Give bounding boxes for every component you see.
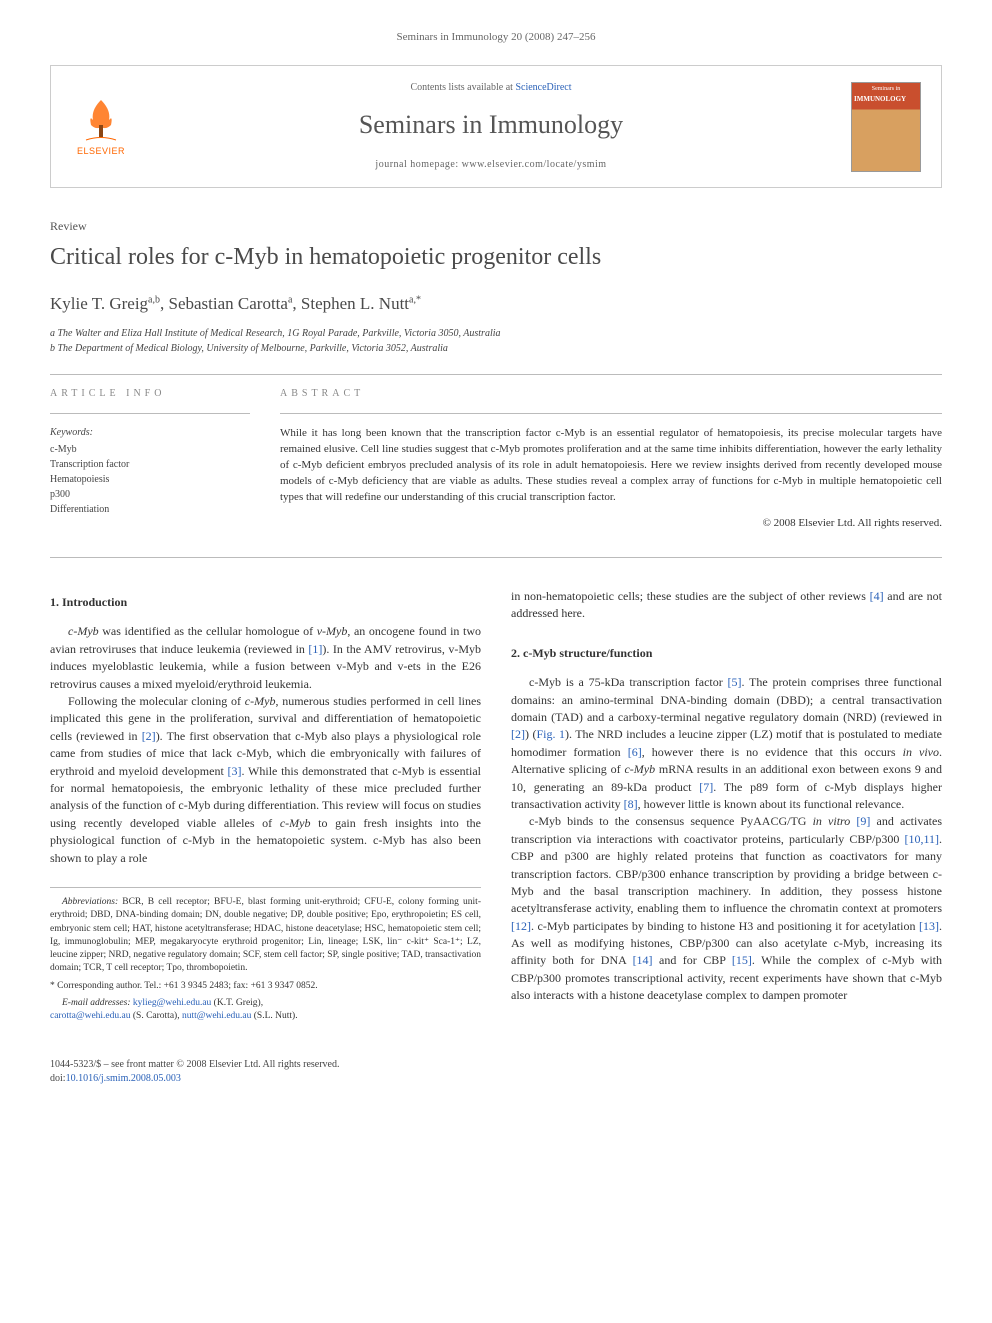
ref-link[interactable]: [7] bbox=[699, 780, 713, 794]
homepage-url[interactable]: www.elsevier.com/locate/ysmim bbox=[462, 159, 607, 170]
affiliation-b: b The Department of Medical Biology, Uni… bbox=[50, 341, 942, 356]
email-link[interactable]: kylieg@wehi.edu.au bbox=[133, 998, 211, 1008]
authors: Kylie T. Greiga,b, Sebastian Carottaa, S… bbox=[50, 292, 942, 316]
ref-link[interactable]: [13] bbox=[919, 919, 939, 933]
running-header: Seminars in Immunology 20 (2008) 247–256 bbox=[0, 0, 992, 55]
divider bbox=[50, 374, 942, 375]
elsevier-tree-icon bbox=[81, 95, 121, 145]
journal-title: Seminars in Immunology bbox=[131, 107, 851, 143]
ref-link[interactable]: [12] bbox=[511, 919, 531, 933]
paragraph: Following the molecular cloning of c-Myb… bbox=[50, 693, 481, 867]
ref-link[interactable]: [6] bbox=[628, 745, 642, 759]
email-link[interactable]: nutt@wehi.edu.au bbox=[182, 1011, 251, 1021]
affiliation-a: a The Walter and Eliza Hall Institute of… bbox=[50, 326, 942, 341]
page-footer: 1044-5323/$ – see front matter © 2008 El… bbox=[50, 1058, 942, 1086]
doi-link[interactable]: 10.1016/j.smim.2008.05.003 bbox=[66, 1073, 181, 1084]
journal-homepage: journal homepage: www.elsevier.com/locat… bbox=[131, 158, 851, 172]
article-title: Critical roles for c-Myb in hematopoieti… bbox=[50, 241, 942, 275]
journal-masthead: ELSEVIER Contents lists available at Sci… bbox=[50, 65, 942, 187]
keyword: Hematopoiesis bbox=[50, 472, 250, 487]
keywords-label: Keywords: bbox=[50, 426, 250, 440]
abstract-copyright: © 2008 Elsevier Ltd. All rights reserved… bbox=[280, 516, 942, 531]
paragraph: c-Myb was identified as the cellular hom… bbox=[50, 623, 481, 693]
keyword: Transcription factor bbox=[50, 457, 250, 472]
ref-link[interactable]: [3] bbox=[228, 764, 242, 778]
ref-link[interactable]: [1] bbox=[308, 642, 322, 656]
divider bbox=[280, 413, 942, 414]
ref-link[interactable]: [5] bbox=[727, 675, 741, 689]
paragraph: in non-hematopoietic cells; these studie… bbox=[511, 588, 942, 623]
article-info-column: ARTICLE INFO Keywords: c-Myb Transcripti… bbox=[50, 387, 250, 531]
elsevier-logo: ELSEVIER bbox=[71, 92, 131, 162]
contents-line: Contents lists available at ScienceDirec… bbox=[131, 81, 851, 95]
abstract-text: While it has long been known that the tr… bbox=[280, 426, 942, 506]
masthead-center: Contents lists available at ScienceDirec… bbox=[131, 81, 851, 171]
ref-link[interactable]: [14] bbox=[633, 953, 653, 967]
doi-line: doi:10.1016/j.smim.2008.05.003 bbox=[50, 1072, 942, 1086]
section-heading-structure: 2. c-Myb structure/function bbox=[511, 645, 942, 662]
article-type: Review bbox=[50, 218, 942, 235]
keyword: Differentiation bbox=[50, 502, 250, 517]
ref-link[interactable]: [4] bbox=[870, 589, 884, 603]
citation: Seminars in Immunology 20 (2008) 247–256 bbox=[397, 31, 596, 43]
abbreviations: Abbreviations: BCR, B cell receptor; BFU… bbox=[50, 896, 481, 976]
figure-link[interactable]: Fig. 1 bbox=[536, 727, 564, 741]
front-matter-line: 1044-5323/$ – see front matter © 2008 El… bbox=[50, 1058, 942, 1072]
sciencedirect-link[interactable]: ScienceDirect bbox=[515, 82, 571, 93]
right-column: in non-hematopoietic cells; these studie… bbox=[511, 588, 942, 1028]
email-addresses: E-mail addresses: kylieg@wehi.edu.au (K.… bbox=[50, 997, 481, 1024]
abstract-column: ABSTRACT While it has long been known th… bbox=[280, 387, 942, 531]
divider bbox=[50, 557, 942, 558]
divider bbox=[50, 413, 250, 414]
keyword: c-Myb bbox=[50, 442, 250, 457]
affiliations: a The Walter and Eliza Hall Institute of… bbox=[50, 326, 942, 356]
email-link[interactable]: carotta@wehi.edu.au bbox=[50, 1011, 131, 1021]
corresponding-author: * Corresponding author. Tel.: +61 3 9345… bbox=[50, 980, 481, 993]
paragraph: c-Myb is a 75-kDa transcription factor [… bbox=[511, 674, 942, 813]
left-column: 1. Introduction c-Myb was identified as … bbox=[50, 588, 481, 1028]
abstract-heading: ABSTRACT bbox=[280, 387, 942, 401]
keyword: p300 bbox=[50, 487, 250, 502]
footnotes: Abbreviations: BCR, B cell receptor; BFU… bbox=[50, 887, 481, 1024]
journal-cover-thumb: Seminars in IMMUNOLOGY bbox=[851, 82, 921, 172]
ref-link[interactable]: [2] bbox=[142, 729, 156, 743]
ref-link[interactable]: [10,11] bbox=[904, 832, 939, 846]
paragraph: c-Myb binds to the consensus sequence Py… bbox=[511, 813, 942, 1004]
ref-link[interactable]: [9] bbox=[856, 814, 870, 828]
ref-link[interactable]: [8] bbox=[624, 797, 638, 811]
ref-link[interactable]: [2] bbox=[511, 727, 525, 741]
elsevier-label: ELSEVIER bbox=[77, 145, 125, 158]
keywords-list: c-Myb Transcription factor Hematopoiesis… bbox=[50, 442, 250, 517]
ref-link[interactable]: [15] bbox=[732, 953, 752, 967]
article-info-heading: ARTICLE INFO bbox=[50, 387, 250, 401]
section-heading-introduction: 1. Introduction bbox=[50, 594, 481, 611]
